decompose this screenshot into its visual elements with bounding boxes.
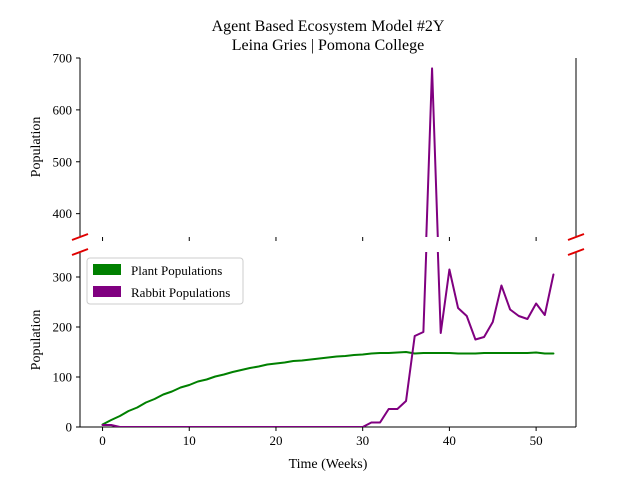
top-series-line-plant: [103, 343, 554, 418]
bottom-y-tick-label-200: 200: [53, 320, 73, 335]
legend-label-rabbit: Rabbit Populations: [131, 285, 230, 300]
break-mark-top-left: [71, 233, 89, 241]
bottom-series-line-plant: [101, 351, 555, 426]
bottom-y-axis: 0 100 200 300: [53, 270, 80, 435]
bottom-plot-area: [101, 252, 555, 427]
top-y-tick-label-500: 500: [53, 154, 73, 169]
legend-swatch-plant: [93, 264, 121, 275]
bottom-series-line-rabbit: [101, 252, 555, 427]
top-y-tick-label-600: 600: [53, 102, 73, 117]
bottom-y-tick-label-300: 300: [53, 270, 73, 285]
x-tick-label-40: 40: [443, 433, 456, 448]
x-tick-label-50: 50: [530, 433, 543, 448]
break-mark-bottom-left: [71, 248, 89, 256]
legend-frame: [86, 257, 244, 305]
top-y-tick-label-700: 700: [53, 51, 73, 66]
x-tick-label-0: 0: [99, 433, 106, 448]
top-y-axis-label: Population: [29, 117, 44, 178]
legend: Plant Populations Rabbit Populations: [86, 257, 244, 305]
break-mark-top-right: [567, 233, 585, 241]
bottom-panel: 0 100 200 300 0 10 20 30 40 50 Population Time (…: [29, 252, 577, 472]
top-panel: 400 500 600 700 Population: [29, 51, 577, 418]
chart-title: Agent Based Ecosystem Model #2Y: [212, 18, 445, 35]
x-tick-label-20: 20: [269, 433, 282, 448]
top-plot-area: [103, 67, 554, 418]
x-tick-label-30: 30: [356, 433, 369, 448]
top-series-line-rabbit: [425, 67, 439, 237]
top-y-axis: 400 500 600 700: [53, 51, 80, 221]
x-axis: 0 10 20 30 40 50: [99, 427, 543, 448]
x-tick-label-10: 10: [183, 433, 196, 448]
bottom-y-tick-label-0: 0: [66, 420, 73, 435]
top-x-tick-marks: [102, 237, 537, 241]
break-mark-bottom-right: [567, 248, 585, 256]
bottom-y-axis-label: Population: [29, 310, 44, 371]
x-axis-label: Time (Weeks): [289, 457, 368, 472]
top-y-tick-label-400: 400: [53, 206, 73, 221]
legend-label-plant: Plant Populations: [131, 263, 222, 278]
legend-swatch-rabbit: [93, 286, 121, 297]
bottom-y-tick-label-100: 100: [53, 370, 73, 385]
chart-subtitle: Leina Gries | Pomona College: [232, 37, 425, 54]
axis-break-marks: [71, 233, 585, 256]
